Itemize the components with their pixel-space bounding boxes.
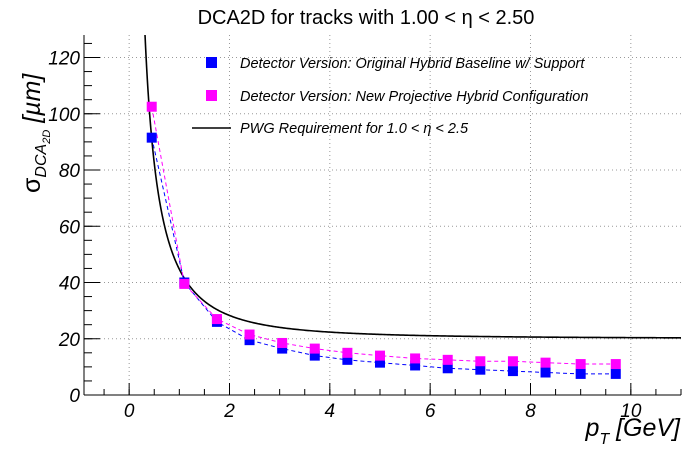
series-1-point — [146, 101, 157, 112]
legend-label-original: Detector Version: Original Hybrid Baseli… — [240, 56, 585, 72]
series-1-point — [179, 278, 190, 289]
series-1-point — [244, 329, 255, 340]
pwg-requirement-curve — [144, 34, 682, 339]
x-tick-label: 10 — [620, 401, 642, 422]
series-markers — [146, 101, 621, 379]
pwg-requirement-line — [144, 34, 682, 339]
series-1-point — [575, 359, 586, 370]
series-1-point — [475, 356, 486, 367]
x-tick-label: 0 — [124, 401, 135, 422]
x-axis-label: pT [GeV] — [584, 414, 681, 448]
series-0-point — [540, 367, 551, 378]
series-1-point — [540, 357, 551, 368]
series-0-point — [442, 363, 453, 374]
series-1-point — [610, 359, 621, 370]
series-1-point — [309, 343, 320, 354]
series-0-point — [507, 366, 518, 377]
series-0-line — [151, 137, 616, 375]
series-lines — [151, 106, 616, 375]
series-1-point — [277, 337, 288, 348]
legend-swatch-projective — [206, 90, 217, 101]
y-tick-label: 120 — [48, 49, 80, 70]
y-tick-label: 60 — [59, 217, 81, 238]
chart-title: DCA2D for tracks with 1.00 < η < 2.50 — [198, 7, 535, 29]
y-axis-label-unit: [µm] — [18, 73, 46, 130]
series-1-point — [410, 353, 421, 364]
series-1-point — [374, 350, 385, 361]
legend-swatch-original — [206, 57, 217, 68]
series-0-point — [575, 368, 586, 379]
y-axis-label-subsub: 2D — [41, 130, 53, 145]
series-0-point — [309, 350, 320, 361]
series-0-point — [244, 335, 255, 346]
x-axis-label-sub: T — [599, 431, 610, 448]
y-tick-labels: 0 20 40 60 80 100 120 — [48, 49, 80, 408]
series-1-point — [442, 354, 453, 365]
axis-ticks — [84, 42, 682, 396]
series-0-point — [410, 360, 421, 371]
series-1-line — [151, 106, 616, 365]
series-0-point — [610, 368, 621, 379]
series-0-point — [342, 354, 353, 365]
y-axis-label-main: σ — [18, 177, 46, 193]
y-axis-label: σDCA2D [µm] — [18, 73, 53, 193]
grid — [84, 35, 681, 395]
series-0-point — [146, 132, 157, 143]
x-axis-label-main: p — [584, 414, 599, 442]
series-1-point — [211, 314, 222, 325]
x-tick-labels: 0 2 4 6 8 10 — [124, 401, 642, 422]
y-axis-label-sub: DCA — [33, 144, 50, 178]
series-0-point — [475, 364, 486, 375]
x-tick-label: 6 — [425, 401, 436, 422]
y-tick-label: 0 — [69, 386, 80, 407]
x-tick-label: 2 — [223, 401, 235, 422]
legend-label-projective: Detector Version: New Projective Hybrid … — [240, 89, 588, 105]
y-tick-label: 20 — [58, 330, 81, 351]
series-1-point — [507, 356, 518, 367]
x-axis-label-unit: [GeV] — [609, 414, 681, 442]
legend-label-pwg: PWG Requirement for 1.0 < η < 2.5 — [240, 121, 469, 137]
y-tick-label: 100 — [48, 105, 80, 126]
y-tick-label: 80 — [59, 161, 81, 182]
series-0-point — [277, 343, 288, 354]
x-tick-label: 8 — [525, 401, 536, 422]
y-tick-label: 40 — [59, 274, 81, 295]
series-0-point — [374, 357, 385, 368]
series-1-point — [342, 347, 353, 358]
x-tick-label: 4 — [325, 401, 336, 422]
legend: Detector Version: Original Hybrid Baseli… — [192, 56, 588, 137]
